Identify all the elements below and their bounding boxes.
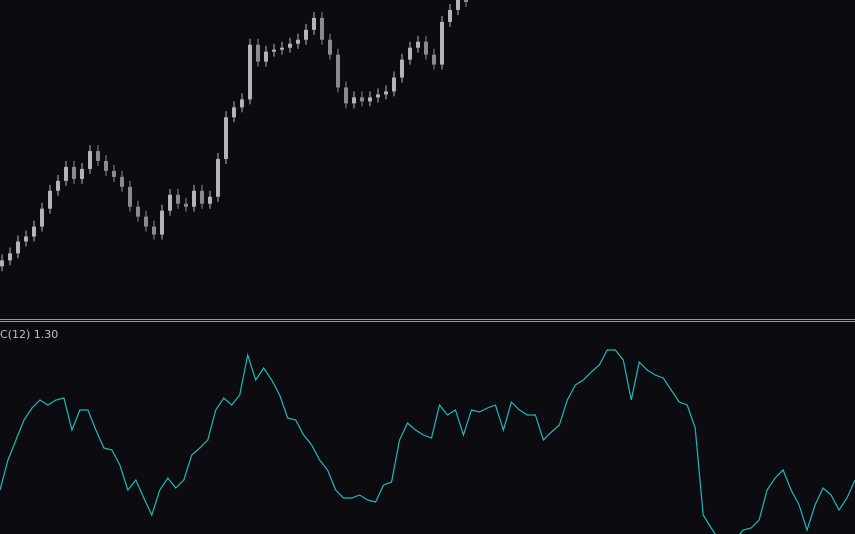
candle-body: [368, 97, 372, 102]
candle-body: [352, 97, 356, 104]
candle-body: [464, 0, 468, 2]
candle-body: [184, 203, 188, 207]
candle-body: [392, 77, 396, 92]
candle-body: [224, 117, 228, 159]
candle-body: [288, 43, 292, 48]
candle-body: [320, 17, 324, 40]
candle-body: [176, 194, 180, 204]
candle-body: [336, 54, 340, 88]
candle-body: [248, 44, 252, 100]
candle-body: [432, 54, 436, 65]
candle-body: [48, 190, 52, 209]
candle-body: [0, 260, 4, 267]
candle-body: [128, 186, 132, 207]
candle-body: [152, 226, 156, 235]
candle-body: [16, 241, 20, 254]
candle-body: [280, 47, 284, 50]
candle-body: [312, 17, 316, 30]
candle-body: [264, 51, 268, 62]
candle-body: [80, 168, 84, 179]
candle-body: [120, 176, 124, 187]
candle-body: [400, 59, 404, 78]
candle-body: [200, 190, 204, 204]
candle-body: [256, 44, 260, 62]
candle-body: [360, 97, 364, 102]
candle-body: [328, 39, 332, 55]
candle-body: [448, 9, 452, 22]
indicator-pane: [0, 349, 855, 534]
candle-body: [344, 87, 348, 104]
candle-body: [208, 196, 212, 204]
candle-body: [424, 41, 428, 55]
candle-body: [56, 180, 60, 191]
candle-body: [456, 0, 460, 10]
candle-body: [416, 41, 420, 48]
candle-body: [160, 210, 164, 235]
roc-line: [0, 349, 855, 534]
candle-body: [192, 190, 196, 207]
candle-body: [296, 39, 300, 44]
candle-body: [304, 29, 308, 40]
candle-body: [104, 160, 108, 171]
candle-body: [240, 99, 244, 108]
candle-body: [32, 226, 36, 237]
candle-body: [8, 253, 12, 261]
indicator-label: C(12) 1.30: [0, 328, 58, 341]
candle-body: [40, 208, 44, 227]
candle-body: [376, 94, 380, 98]
candle-body: [136, 206, 140, 217]
candle-body: [112, 170, 116, 177]
candle-body: [72, 166, 76, 179]
candle-body: [168, 194, 172, 211]
candle-body: [272, 49, 276, 52]
candle-body: [24, 236, 28, 242]
candle-body: [384, 91, 388, 95]
candle-body: [96, 151, 100, 161]
candle-body: [408, 47, 412, 60]
candle-body: [88, 151, 92, 169]
candle-body: [216, 159, 220, 197]
candle-body: [144, 216, 148, 227]
price-pane: [0, 0, 468, 272]
candle-body: [64, 166, 68, 181]
candle-body: [232, 107, 236, 118]
candle-body: [440, 21, 444, 65]
